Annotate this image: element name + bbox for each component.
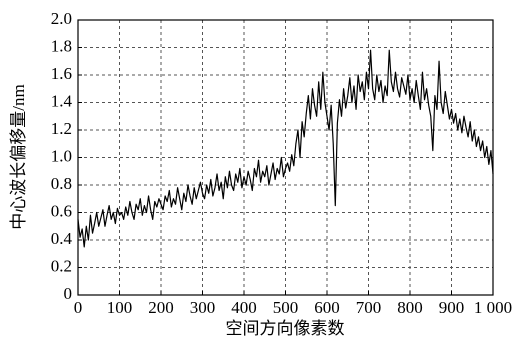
y-tick-label: 0.8 (51, 174, 72, 193)
y-tick-label: 1.0 (51, 146, 72, 165)
x-tick-label: 200 (148, 298, 174, 317)
x-tick-label: 0 (74, 298, 83, 317)
x-axis-label: 空间方向像素数 (226, 319, 345, 338)
y-axis-label: 中心波长偏移量/nm (9, 84, 28, 229)
y-tick-label: 1.8 (51, 36, 72, 55)
y-tick-label: 1.2 (51, 119, 72, 138)
plot-frame (77, 19, 494, 296)
x-tick-label: 300 (190, 298, 216, 317)
data-line (77, 49, 494, 248)
y-tick-label: 1.4 (51, 91, 73, 110)
y-tick-label: 1.6 (51, 64, 72, 83)
x-tick-label: 100 (107, 298, 133, 317)
x-tick-label: 700 (356, 298, 382, 317)
y-tick-label: 0.4 (51, 229, 73, 248)
x-tick-label: 600 (314, 298, 340, 317)
y-tick-label: 0 (64, 284, 73, 303)
x-tick-label: 900 (439, 298, 465, 317)
y-tick-label: 2.0 (51, 9, 72, 28)
y-tick-label: 0.2 (51, 256, 72, 275)
x-tick-label: 400 (231, 298, 257, 317)
x-tick-label: 500 (273, 298, 299, 317)
y-tick-label: 0.6 (51, 201, 72, 220)
x-tick-label: 1 000 (474, 298, 512, 317)
x-tick-label: 800 (397, 298, 423, 317)
